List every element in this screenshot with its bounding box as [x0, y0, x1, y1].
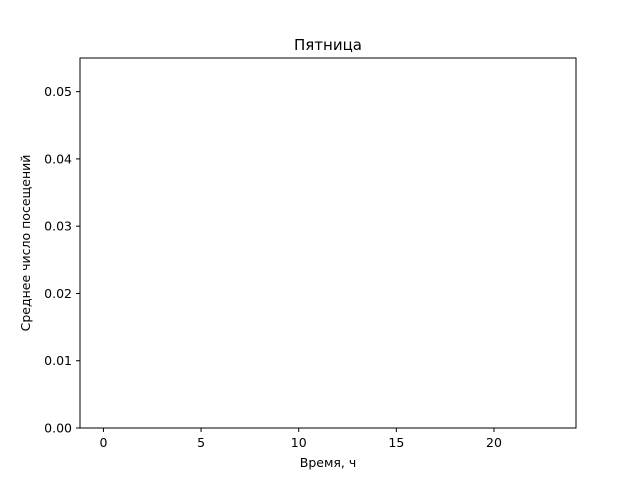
plot-area — [80, 58, 576, 428]
chart-title: Пятница — [294, 36, 362, 54]
y-axis-ticks: 0.00 0.01 0.02 0.03 0.04 0.05 — [44, 84, 80, 436]
y-axis-label: Среднее число посещений — [18, 155, 33, 332]
plot-frame — [79, 57, 577, 429]
y-tick-label: 0.02 — [44, 286, 72, 301]
y-tick-label: 0.01 — [44, 353, 72, 368]
y-tick-label: 0.04 — [44, 151, 72, 166]
y-tick-label: 0.03 — [44, 219, 72, 234]
y-tick-label: 0.00 — [44, 421, 72, 436]
x-tick-label: 5 — [197, 435, 205, 450]
x-tick-label: 15 — [388, 435, 404, 450]
x-axis-label: Время, ч — [300, 455, 356, 470]
x-axis-ticks: 0 5 10 15 20 — [99, 428, 502, 450]
x-tick-label: 10 — [291, 435, 307, 450]
x-tick-label: 0 — [99, 435, 107, 450]
x-tick-label: 20 — [486, 435, 502, 450]
y-tick-label: 0.05 — [44, 84, 72, 99]
